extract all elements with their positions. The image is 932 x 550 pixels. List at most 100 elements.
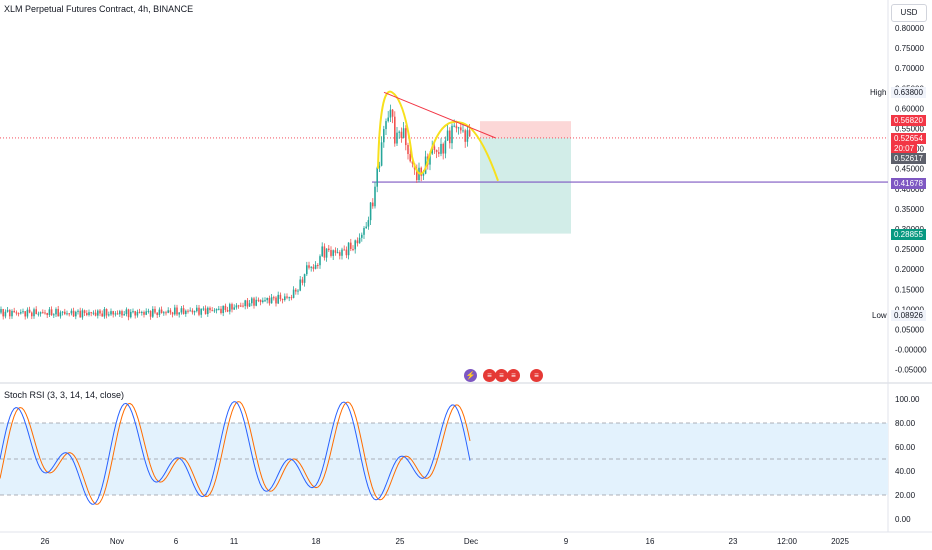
rsi-tick-label: 20.00 bbox=[895, 491, 916, 500]
candle-body bbox=[110, 311, 112, 315]
candle-body bbox=[444, 140, 447, 154]
candle-body bbox=[86, 312, 88, 315]
candle-body bbox=[46, 313, 48, 315]
rsi-tick-label: 60.00 bbox=[895, 443, 916, 452]
candle-body bbox=[233, 307, 235, 310]
candle-body bbox=[0, 309, 2, 313]
candle-body bbox=[193, 311, 196, 313]
candle-body bbox=[108, 314, 110, 316]
time-tick-label: 11 bbox=[230, 537, 239, 546]
support-badge: 0.41678 bbox=[891, 178, 926, 189]
candle-body bbox=[163, 312, 165, 314]
time-tick-label: 23 bbox=[729, 537, 738, 546]
candle-body bbox=[350, 242, 352, 249]
price-tick-label: -0.00000 bbox=[895, 346, 927, 355]
price-tick-label: 0.35000 bbox=[895, 205, 924, 214]
candle-body bbox=[143, 311, 145, 315]
us-flag-icon[interactable]: ≡ bbox=[483, 369, 496, 382]
candle-body bbox=[72, 310, 75, 317]
time-tick-label: 9 bbox=[564, 537, 569, 546]
candle-body bbox=[422, 173, 425, 176]
candle-body bbox=[68, 313, 70, 315]
candle-body bbox=[462, 130, 464, 132]
take-profit-zone bbox=[480, 137, 571, 234]
candle-body bbox=[209, 307, 211, 311]
low-label: Low bbox=[872, 311, 887, 320]
candle-body bbox=[339, 252, 341, 256]
candle-body bbox=[314, 264, 317, 269]
candle-body bbox=[460, 127, 462, 131]
candle-body bbox=[385, 121, 387, 130]
rsi-tick-label: 40.00 bbox=[895, 467, 916, 476]
price-tick-label: 0.70000 bbox=[895, 64, 924, 73]
candle-body bbox=[37, 313, 40, 315]
us-flag-icon[interactable]: ≡ bbox=[530, 369, 543, 382]
candle-body bbox=[336, 252, 339, 254]
candle-body bbox=[130, 311, 132, 318]
candle-body bbox=[26, 309, 29, 317]
candle-body bbox=[264, 300, 266, 302]
candle-body bbox=[453, 125, 455, 127]
stop-loss-zone bbox=[480, 121, 571, 138]
candle-body bbox=[187, 310, 189, 312]
candle-body bbox=[134, 311, 136, 316]
time-tick-label: 2025 bbox=[831, 537, 849, 546]
candle-body bbox=[275, 297, 277, 304]
candle-body bbox=[22, 311, 24, 313]
price-tick-label: 0.75000 bbox=[895, 44, 924, 53]
candle-body bbox=[83, 310, 86, 313]
pattern-drawing bbox=[377, 90, 499, 182]
candle-body bbox=[167, 310, 169, 313]
candle-body bbox=[200, 308, 202, 315]
candle-body bbox=[81, 310, 84, 318]
candle-body bbox=[369, 202, 372, 221]
time-tick-label: 25 bbox=[396, 537, 405, 546]
candle-body bbox=[394, 116, 396, 144]
candle-body bbox=[464, 130, 466, 142]
candle-body bbox=[341, 249, 343, 256]
candle-body bbox=[391, 109, 394, 117]
candle-body bbox=[435, 149, 438, 153]
candle-body bbox=[33, 309, 35, 317]
candle-body bbox=[149, 310, 152, 317]
candle-body bbox=[455, 125, 458, 129]
candle-body bbox=[169, 310, 172, 313]
lightning-icon[interactable]: ⚡ bbox=[464, 369, 477, 382]
candle-body bbox=[284, 296, 286, 301]
us-flag-icon[interactable]: ≡ bbox=[507, 369, 520, 382]
candle-body bbox=[147, 310, 150, 312]
candle-body bbox=[306, 265, 308, 275]
candle-body bbox=[235, 305, 238, 308]
candle-body bbox=[196, 307, 198, 312]
candle-body bbox=[90, 312, 92, 314]
candle-body bbox=[50, 309, 53, 316]
us-flag-icon[interactable]: ≡ bbox=[495, 369, 508, 382]
candle-body bbox=[158, 309, 161, 315]
candle-body bbox=[24, 311, 26, 317]
prev-close-badge: 0.52617 bbox=[891, 153, 926, 164]
candle-body bbox=[361, 234, 363, 238]
candle-body bbox=[262, 300, 264, 302]
candle-body bbox=[334, 250, 337, 253]
candle-body bbox=[185, 310, 187, 315]
candle-body bbox=[92, 312, 95, 314]
candle-body bbox=[97, 310, 99, 316]
candle-body bbox=[220, 308, 222, 314]
candle-body bbox=[207, 307, 209, 315]
candle-body bbox=[372, 202, 374, 207]
candle-body bbox=[160, 309, 163, 314]
candle-body bbox=[405, 128, 407, 146]
candle-body bbox=[383, 129, 385, 143]
candle-body bbox=[354, 240, 356, 250]
candle-body bbox=[70, 310, 73, 314]
candle-body bbox=[156, 312, 158, 315]
candle-body bbox=[213, 310, 216, 312]
last-price-badge: 0.52654 bbox=[891, 133, 926, 144]
currency-button[interactable]: USD bbox=[891, 4, 927, 22]
candle-body bbox=[400, 131, 403, 138]
candle-body bbox=[319, 256, 321, 266]
price-tick-label: 0.25000 bbox=[895, 245, 924, 254]
candle-body bbox=[9, 310, 11, 317]
candle-body bbox=[48, 309, 51, 315]
